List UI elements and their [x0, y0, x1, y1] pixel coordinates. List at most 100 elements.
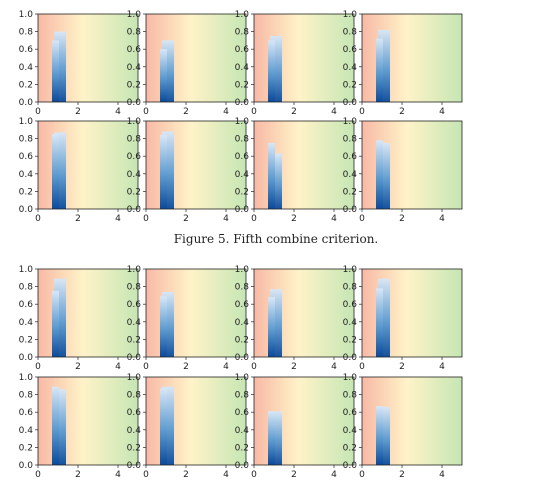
bar-mark — [160, 135, 167, 209]
y-tick-label: 0.8 — [19, 135, 34, 145]
y-tick-label: 0.0 — [127, 205, 142, 215]
y-tick-label: 0.4 — [343, 170, 358, 180]
bar-mark — [376, 140, 383, 209]
x-tick-label: 0 — [143, 107, 149, 117]
plot-frame — [145, 120, 247, 210]
y-tick-label: 0.2 — [235, 335, 249, 345]
y-tick-label: 0.0 — [235, 205, 250, 215]
x-tick-label: 2 — [183, 107, 189, 117]
x-tick-label: 4 — [439, 214, 445, 224]
bar-mark — [52, 386, 59, 465]
y-tick-label: 1.0 — [235, 373, 250, 383]
y-tick-label: 0.0 — [127, 353, 142, 363]
x-tick-label: 0 — [35, 362, 41, 372]
y-tick-label: 1.0 — [127, 10, 142, 20]
subplot-8: 0.0 0.2 0.4 0.6 0.8 1.0 0 2 4 — [343, 117, 463, 224]
bar-mark — [376, 288, 383, 357]
bar-mark — [376, 406, 383, 465]
x-tick-label: 0 — [251, 470, 257, 480]
x-tick-label: 4 — [115, 107, 121, 117]
x-tick-label: 0 — [359, 470, 365, 480]
x-tick-label: 2 — [183, 214, 189, 224]
plot-frame — [145, 13, 247, 103]
y-tick-label: 1.0 — [343, 373, 358, 383]
y-tick-label: 0.2 — [127, 187, 141, 197]
subplot-5: 0.0 0.2 0.4 0.6 0.8 1.0 0 2 4 — [19, 117, 139, 224]
subplot-15: 0.0 0.2 0.4 0.6 0.8 1.0 0 2 4 — [235, 373, 355, 480]
y-tick-label: 0.8 — [235, 391, 250, 401]
y-tick-label: 1.0 — [19, 373, 34, 383]
bar-mark — [268, 411, 275, 465]
y-tick-label: 0.8 — [19, 283, 34, 293]
y-tick-label: 0.4 — [127, 170, 142, 180]
bar-mark — [52, 134, 59, 209]
subplot-11: 0.0 0.2 0.4 0.6 0.8 1.0 0 2 4 — [235, 265, 355, 372]
y-tick-label: 0.8 — [343, 391, 358, 401]
x-tick-label: 4 — [331, 107, 337, 117]
plot-frame — [37, 268, 139, 358]
y-tick-label: 0.8 — [127, 135, 142, 145]
subplot-13: 0.0 0.2 0.4 0.6 0.8 1.0 0 2 4 — [19, 373, 139, 480]
y-tick-label: 1.0 — [19, 265, 34, 275]
y-tick-label: 0.6 — [235, 152, 250, 162]
y-tick-label: 1.0 — [235, 265, 250, 275]
plot-frame — [253, 13, 355, 103]
y-tick-label: 0.6 — [343, 152, 358, 162]
x-tick-label: 4 — [223, 107, 229, 117]
plot-frame — [361, 268, 463, 358]
x-tick-label: 2 — [183, 362, 189, 372]
y-tick-label: 0.8 — [235, 135, 250, 145]
y-tick-label: 1.0 — [343, 265, 358, 275]
bar-mark — [52, 291, 59, 357]
y-tick-label: 1.0 — [127, 265, 142, 275]
y-tick-label: 0.0 — [19, 461, 34, 471]
y-tick-label: 0.6 — [19, 45, 34, 55]
x-tick-label: 0 — [143, 214, 149, 224]
y-tick-label: 1.0 — [235, 117, 250, 127]
y-tick-label: 0.8 — [19, 28, 34, 38]
y-tick-label: 0.2 — [127, 443, 141, 453]
x-tick-label: 2 — [291, 214, 297, 224]
x-tick-label: 0 — [35, 214, 41, 224]
subplot-3: 0.0 0.2 0.4 0.6 0.8 1.0 0 2 4 — [235, 10, 355, 117]
x-tick-label: 4 — [331, 362, 337, 372]
x-tick-label: 2 — [291, 107, 297, 117]
subplot-10: 0.0 0.2 0.4 0.6 0.8 1.0 0 2 4 — [127, 265, 247, 372]
x-tick-label: 0 — [35, 107, 41, 117]
y-tick-label: 0.0 — [235, 353, 250, 363]
y-tick-label: 0.2 — [343, 187, 357, 197]
y-tick-label: 0.4 — [343, 63, 358, 73]
subplot-7: 0.0 0.2 0.4 0.6 0.8 1.0 0 2 4 — [235, 117, 355, 224]
x-tick-label: 0 — [251, 214, 257, 224]
plot-frame — [37, 120, 139, 210]
y-tick-label: 1.0 — [19, 10, 34, 20]
plot-frame — [37, 376, 139, 466]
y-tick-label: 0.8 — [19, 391, 34, 401]
bar-mark — [268, 143, 275, 209]
bar-mark — [160, 388, 167, 465]
subplot-4: 0.0 0.2 0.4 0.6 0.8 1.0 0 2 4 — [343, 10, 463, 117]
y-tick-label: 0.4 — [19, 426, 34, 436]
y-tick-label: 0.8 — [235, 28, 250, 38]
x-tick-label: 2 — [75, 470, 81, 480]
y-tick-label: 0.2 — [19, 80, 33, 90]
x-tick-label: 0 — [359, 107, 365, 117]
x-tick-label: 4 — [439, 470, 445, 480]
subplot-6: 0.0 0.2 0.4 0.6 0.8 1.0 0 2 4 — [127, 117, 247, 224]
x-tick-label: 2 — [75, 107, 81, 117]
y-tick-label: 0.6 — [343, 408, 358, 418]
y-tick-label: 1.0 — [235, 10, 250, 20]
subplot-2: 0.0 0.2 0.4 0.6 0.8 1.0 0 2 4 — [127, 10, 247, 117]
y-tick-label: 0.0 — [343, 205, 358, 215]
y-tick-label: 0.4 — [127, 426, 142, 436]
y-tick-label: 0.4 — [235, 318, 250, 328]
y-tick-label: 0.0 — [19, 98, 34, 108]
y-tick-label: 0.0 — [343, 353, 358, 363]
subplot-12: 0.0 0.2 0.4 0.6 0.8 1.0 0 2 4 — [343, 265, 463, 372]
bar-mark — [268, 297, 275, 357]
y-tick-label: 0.8 — [235, 283, 250, 293]
subplot-1: 0.0 0.2 0.4 0.6 0.8 1.0 0 2 4 — [19, 10, 139, 117]
y-tick-label: 0.4 — [19, 318, 34, 328]
subplot-9: 0.0 0.2 0.4 0.6 0.8 1.0 0 2 4 — [19, 265, 139, 372]
